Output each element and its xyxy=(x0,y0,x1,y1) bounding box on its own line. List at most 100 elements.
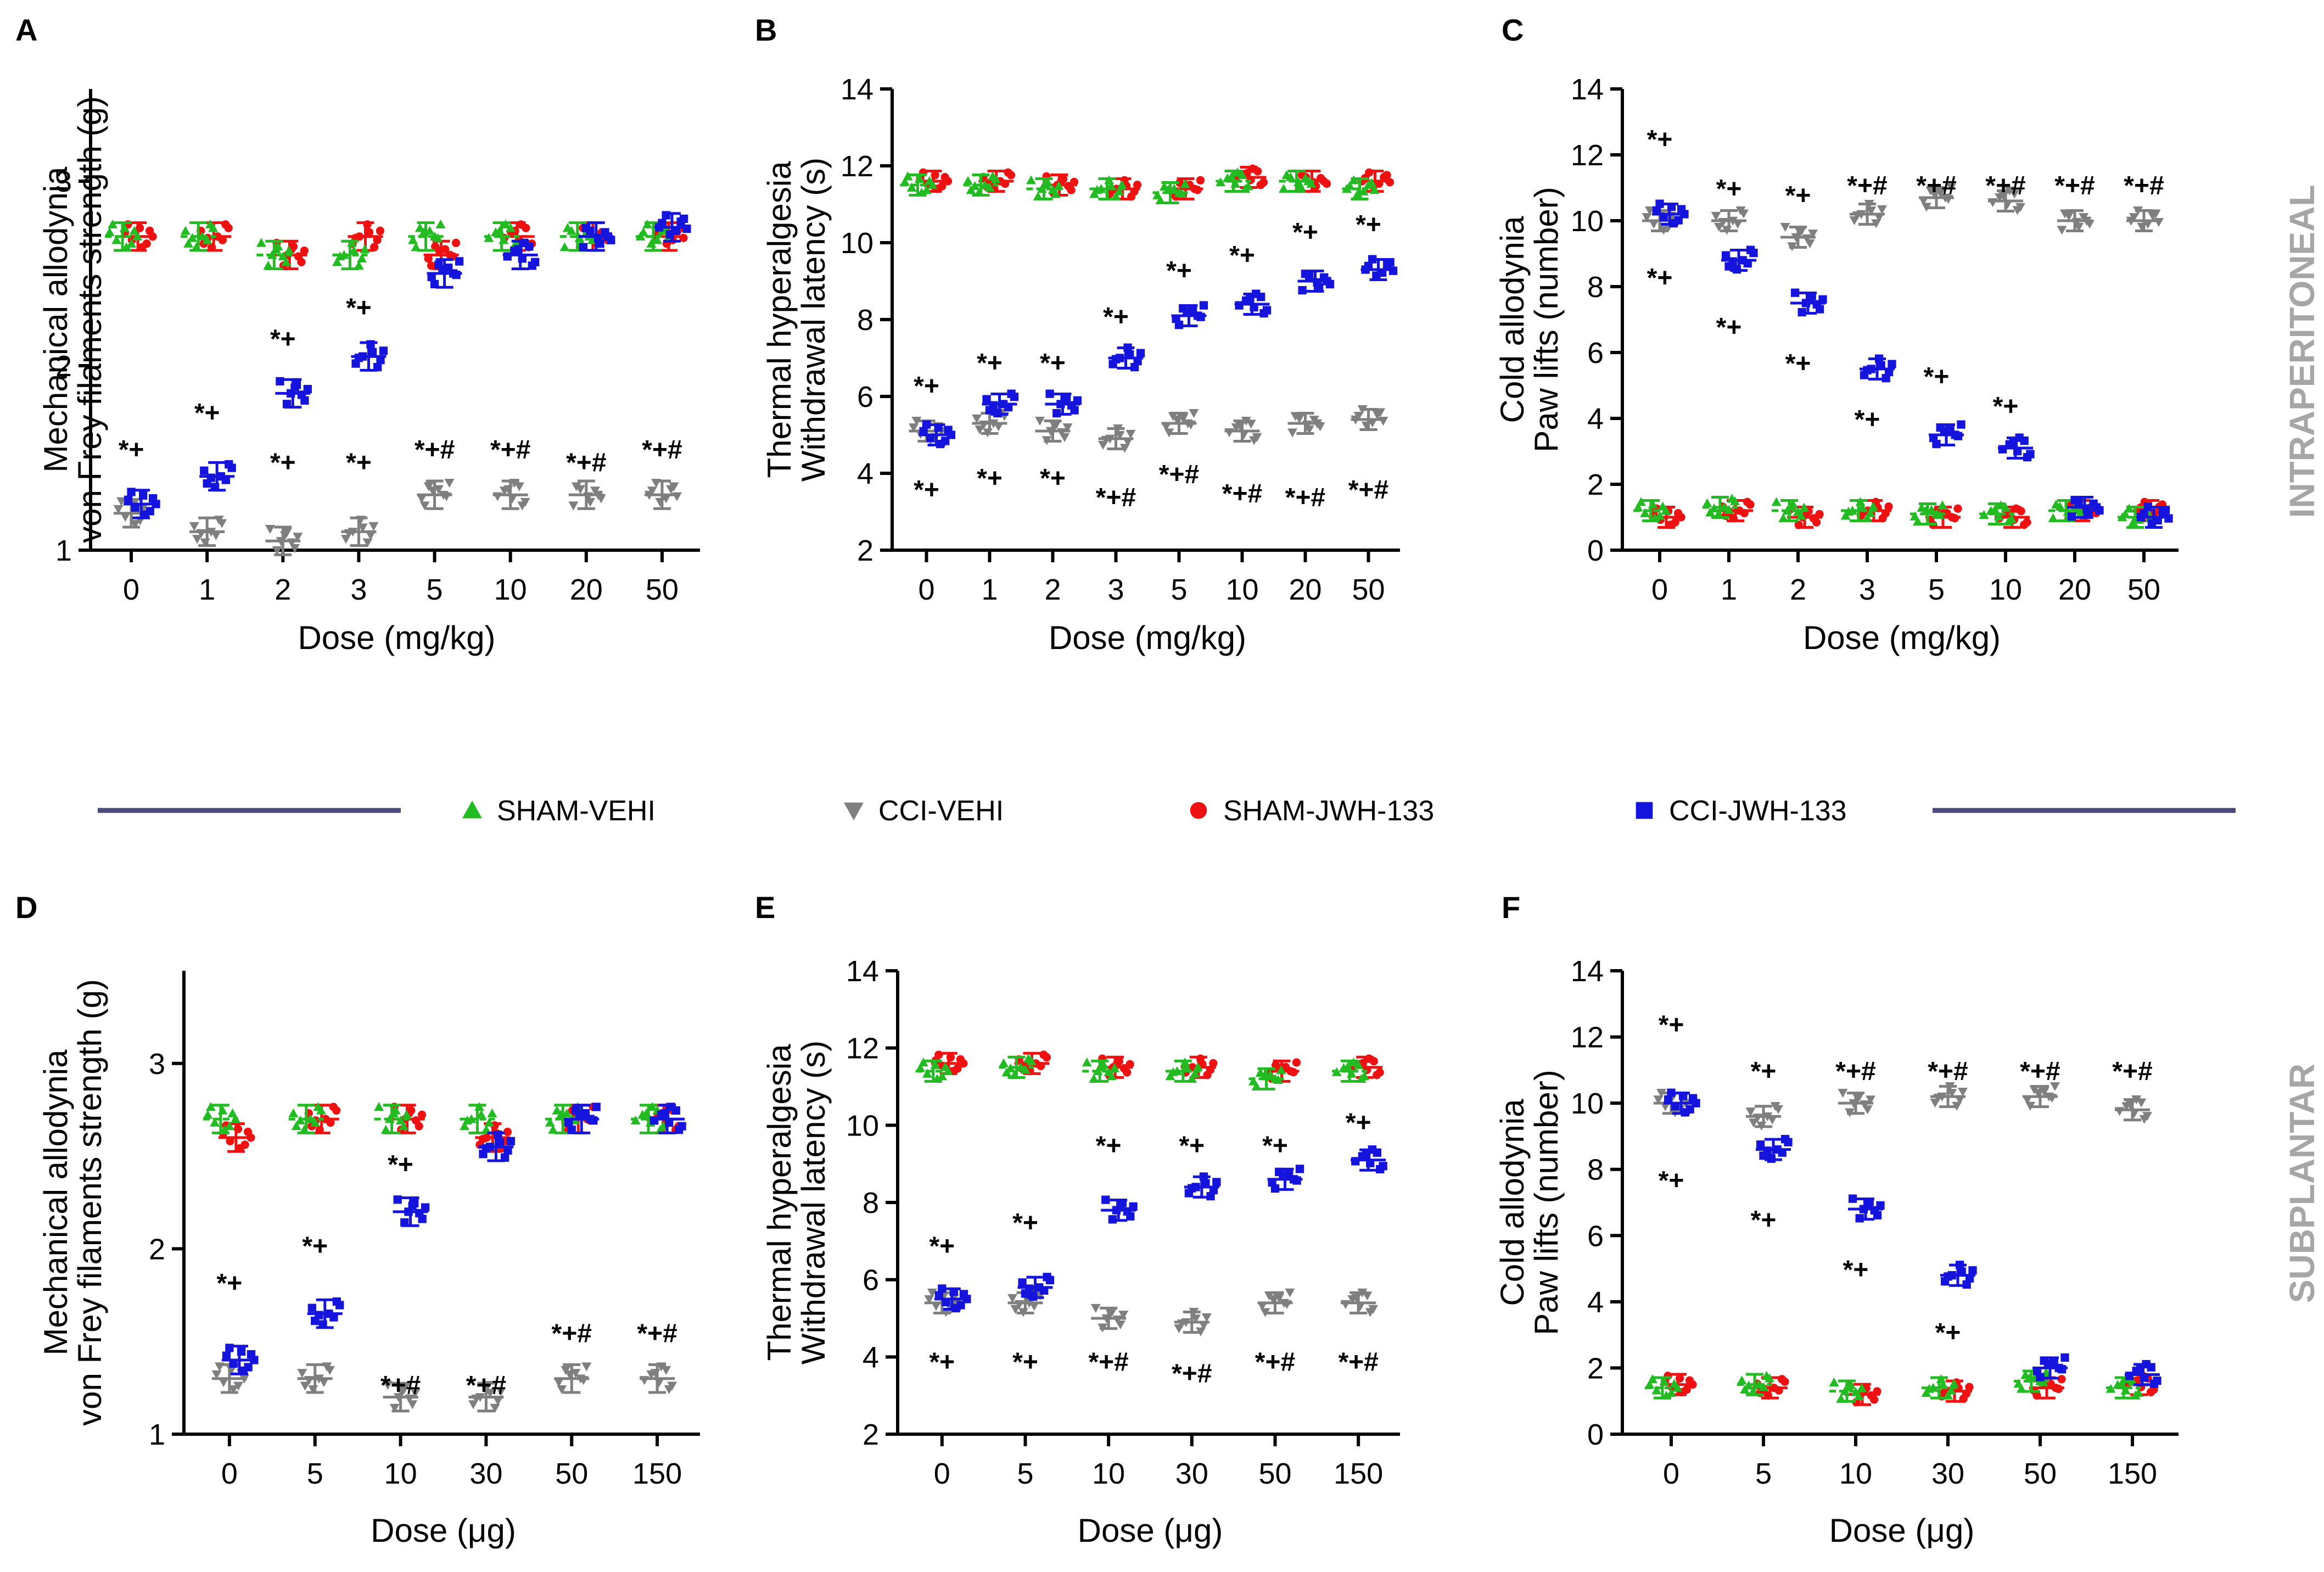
data-point xyxy=(1007,1294,1018,1303)
data-point xyxy=(938,1284,947,1293)
significance-annotation: *+# xyxy=(1285,483,1325,512)
x-tick-label-e: 0 xyxy=(934,1457,950,1490)
x-tick-label-d: 150 xyxy=(632,1457,682,1490)
data-point xyxy=(506,1137,516,1145)
x-tick-label-c: 0 xyxy=(1651,573,1668,606)
data-point xyxy=(265,525,275,534)
data-point xyxy=(1237,170,1247,180)
data-point xyxy=(1340,1300,1351,1310)
y-tick-label-f: 12 xyxy=(1571,1021,1604,1054)
significance-annotation: *+ xyxy=(1103,303,1129,332)
data-point xyxy=(222,1351,231,1360)
series-cci-jwh-133-c xyxy=(1652,199,2173,529)
data-point xyxy=(1136,349,1145,357)
data-point xyxy=(1039,1050,1048,1059)
significance-annotation: *+# xyxy=(466,1371,506,1400)
y-axis-label-c-1: Cold allodynia xyxy=(1494,216,1531,423)
data-point xyxy=(906,182,917,192)
y-axis-label-e-2: Withdrawal latency (s) xyxy=(795,1040,832,1364)
data-point xyxy=(203,1110,213,1119)
data-point xyxy=(552,1105,562,1115)
data-point xyxy=(417,494,427,504)
data-point xyxy=(531,258,540,266)
data-point xyxy=(1780,1134,1790,1144)
data-point xyxy=(220,1125,230,1134)
data-point xyxy=(924,1295,934,1305)
data-point xyxy=(1737,1375,1747,1385)
significance-annotation: *+# xyxy=(2124,171,2164,200)
data-point xyxy=(389,1403,400,1413)
data-point xyxy=(984,182,995,192)
significance-annotation: *+ xyxy=(1659,1166,1684,1195)
data-point xyxy=(227,1108,238,1117)
significance-annotation: *+ xyxy=(1262,1132,1288,1161)
x-tick-label-c: 20 xyxy=(2058,573,2091,606)
data-point xyxy=(1714,222,1724,232)
data-point xyxy=(366,531,376,540)
y-tick-label-a: 3 xyxy=(55,165,72,198)
data-point xyxy=(919,427,928,435)
data-point xyxy=(318,1378,329,1388)
data-point xyxy=(373,236,382,244)
data-point xyxy=(1190,1068,1200,1078)
data-point xyxy=(1007,389,1016,398)
data-point xyxy=(1667,1088,1676,1097)
x-tick-label-e: 10 xyxy=(1092,1457,1125,1490)
y-tick-label-f: 4 xyxy=(1587,1286,1604,1319)
data-point xyxy=(2038,1377,2048,1386)
x-tick-label-b: 50 xyxy=(1352,573,1385,606)
data-point xyxy=(423,482,434,491)
significance-annotation: *+ xyxy=(346,293,372,322)
significance-annotation: *+# xyxy=(490,435,530,465)
data-point xyxy=(113,505,124,514)
significance-annotation: *+ xyxy=(977,464,1003,493)
y-tick-label-b: 14 xyxy=(841,73,873,106)
data-point xyxy=(1125,350,1134,359)
data-point xyxy=(410,1389,421,1398)
data-point xyxy=(349,245,359,255)
data-point xyxy=(2074,222,2084,232)
data-point xyxy=(1771,497,1782,506)
data-point xyxy=(1379,1162,1387,1171)
data-point xyxy=(1818,295,1827,304)
data-point xyxy=(1829,1377,1839,1387)
data-point xyxy=(1871,219,1881,228)
data-point xyxy=(1866,206,1877,216)
data-point xyxy=(1159,181,1169,191)
data-point xyxy=(411,242,421,251)
data-point xyxy=(1958,1087,1968,1097)
data-point xyxy=(1636,497,1646,506)
data-point xyxy=(1777,1375,1787,1384)
data-point xyxy=(374,1101,384,1111)
significance-annotation: *+ xyxy=(1751,1057,1777,1086)
data-point xyxy=(211,531,221,540)
data-point xyxy=(276,377,284,386)
data-point xyxy=(1865,508,1875,517)
data-point xyxy=(561,1366,571,1375)
data-point xyxy=(571,1106,580,1115)
data-point xyxy=(1090,1304,1101,1313)
data-point xyxy=(217,1105,228,1115)
y-tick-label-f: 6 xyxy=(1587,1219,1604,1252)
data-point xyxy=(2026,450,2035,458)
panel-label-a: A xyxy=(15,13,37,47)
data-point xyxy=(228,1385,239,1395)
significance-annotation: *+ xyxy=(1012,1209,1038,1238)
data-point xyxy=(559,242,570,251)
data-point xyxy=(1655,511,1665,520)
panel-label-f: F xyxy=(1502,890,1520,925)
significance-annotation: *+# xyxy=(2054,171,2095,200)
data-point xyxy=(940,172,949,182)
y-tick-label-e: 8 xyxy=(863,1187,879,1219)
data-point xyxy=(1934,510,1945,519)
data-point xyxy=(1957,420,1965,429)
y-tick-label-d: 2 xyxy=(149,1233,165,1266)
x-tick-label-c: 5 xyxy=(1928,573,1945,606)
data-point xyxy=(221,220,230,229)
x-tick-label-e: 30 xyxy=(1175,1457,1208,1490)
data-point xyxy=(1909,511,1920,521)
y-tick-label-f: 10 xyxy=(1571,1087,1604,1120)
